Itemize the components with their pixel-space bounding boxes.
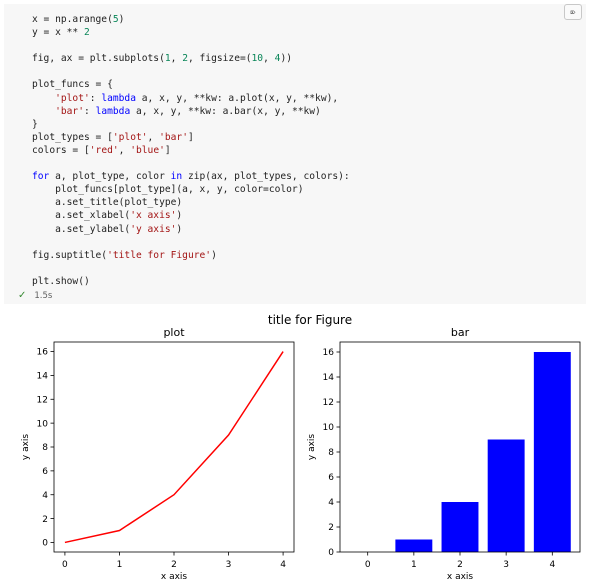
x-tick-label: 4 <box>280 560 286 570</box>
code-line <box>32 262 350 275</box>
y-tick-label: 8 <box>42 443 48 453</box>
x-tick-label: 0 <box>365 560 371 570</box>
axes-frame <box>53 341 295 553</box>
y-axis-label: y axis <box>21 434 31 461</box>
code-line: x = np.arange(5) <box>32 14 125 25</box>
figure-suptitle: title for Figure <box>268 313 352 327</box>
code-line: a.set_xlabel('x axis') <box>32 210 183 222</box>
figure: title for Figure 0 1 2 3 40246810121416plotx… <box>21 313 581 582</box>
y-tick-label: 2 <box>42 515 48 525</box>
y-tick-label: 6 <box>42 467 48 477</box>
x-tick-label: 4 <box>549 560 555 570</box>
bar <box>395 539 433 552</box>
x-tick-label: 3 <box>503 560 509 570</box>
code-line: } <box>32 118 38 130</box>
y-tick-label: 10 <box>37 419 49 429</box>
code-line <box>32 236 350 249</box>
code-line: 'plot': lambda a, x, y, **kw: a.plot(x, … <box>55 92 339 104</box>
bar <box>533 352 571 552</box>
code-line: a.set_title(plot_type) <box>32 197 183 209</box>
code-line: plt.show() <box>32 275 90 287</box>
code-line <box>32 65 350 78</box>
y-tick-label: 0 <box>42 539 48 549</box>
x-axis-label: x axis <box>447 572 474 582</box>
y-tick-label: 10 <box>323 423 335 433</box>
bar <box>487 439 525 552</box>
x-tick-label: 1 <box>117 560 123 570</box>
y-tick-label: 4 <box>328 498 334 508</box>
cell-output: title for Figure 0 1 2 3 4 0 2 4 6 8 10 12 14 16 plot x… <box>0 306 590 583</box>
code-line: plot_types = ['plot', 'bar'] <box>32 131 194 143</box>
x-tick-label: 3 <box>226 560 232 570</box>
subplot-title: plot <box>163 326 185 339</box>
y-tick-label: 6 <box>328 473 334 483</box>
code-line: y = x ** 2 <box>32 27 90 39</box>
code-line: a.set_ylabel('y axis') <box>32 223 183 235</box>
code-line: fig.suptitle('title for Figure') <box>32 249 217 261</box>
x-tick-label: 0 <box>62 560 68 570</box>
y-tick-label: 12 <box>323 398 334 408</box>
cell-gutter <box>16 4 20 304</box>
execution-status: ✓ 1.5s <box>18 290 52 301</box>
code-line <box>32 39 350 52</box>
code-line <box>32 157 350 170</box>
x-axis-label: x axis <box>161 572 188 582</box>
subplot-title: bar <box>451 326 470 339</box>
y-tick-label: 2 <box>328 523 334 533</box>
code-line: fig, ax = plt.subplots(1, 2, figsize=(10… <box>32 53 292 65</box>
y-tick-label: 8 <box>328 448 334 458</box>
x-tick-label: 2 <box>457 560 463 570</box>
x-tick-label: 1 <box>411 560 417 570</box>
code-editor[interactable]: x = np.arange(5) y = x ** 2 fig, ax = plt… <box>32 13 350 288</box>
code-line: 'bar': lambda a, x, y, **kw: a.bar(x, y,… <box>55 105 321 117</box>
y-tick-label: 0 <box>328 548 334 558</box>
y-tick-label: 14 <box>37 372 49 382</box>
y-tick-label: 14 <box>323 373 335 383</box>
clear-output-icon[interactable]: ⌦ <box>564 4 582 20</box>
execution-time: 1.5s <box>34 290 53 301</box>
code-line: colors = ['red', 'blue'] <box>32 144 171 156</box>
y-tick-label: 16 <box>37 348 49 358</box>
y-tick-label: 4 <box>42 491 48 501</box>
x-tick-label: 2 <box>171 560 177 570</box>
code-line: plot_funcs[plot_type](a, x, y, color=col… <box>32 184 304 196</box>
code-line: for a, plot_type, color in zip(ax, plot_… <box>32 171 350 183</box>
check-icon: ✓ <box>18 290 27 301</box>
bar <box>441 502 479 552</box>
y-tick-label: 12 <box>37 395 48 405</box>
y-axis-label: y axis <box>307 434 317 461</box>
code-line: plot_funcs = { <box>32 79 113 91</box>
y-tick-label: 16 <box>323 348 335 358</box>
line-series <box>64 351 284 544</box>
code-cell[interactable]: ⌦ x = np.arange(5) y = x ** 2 fig, ax = p… <box>4 4 586 304</box>
